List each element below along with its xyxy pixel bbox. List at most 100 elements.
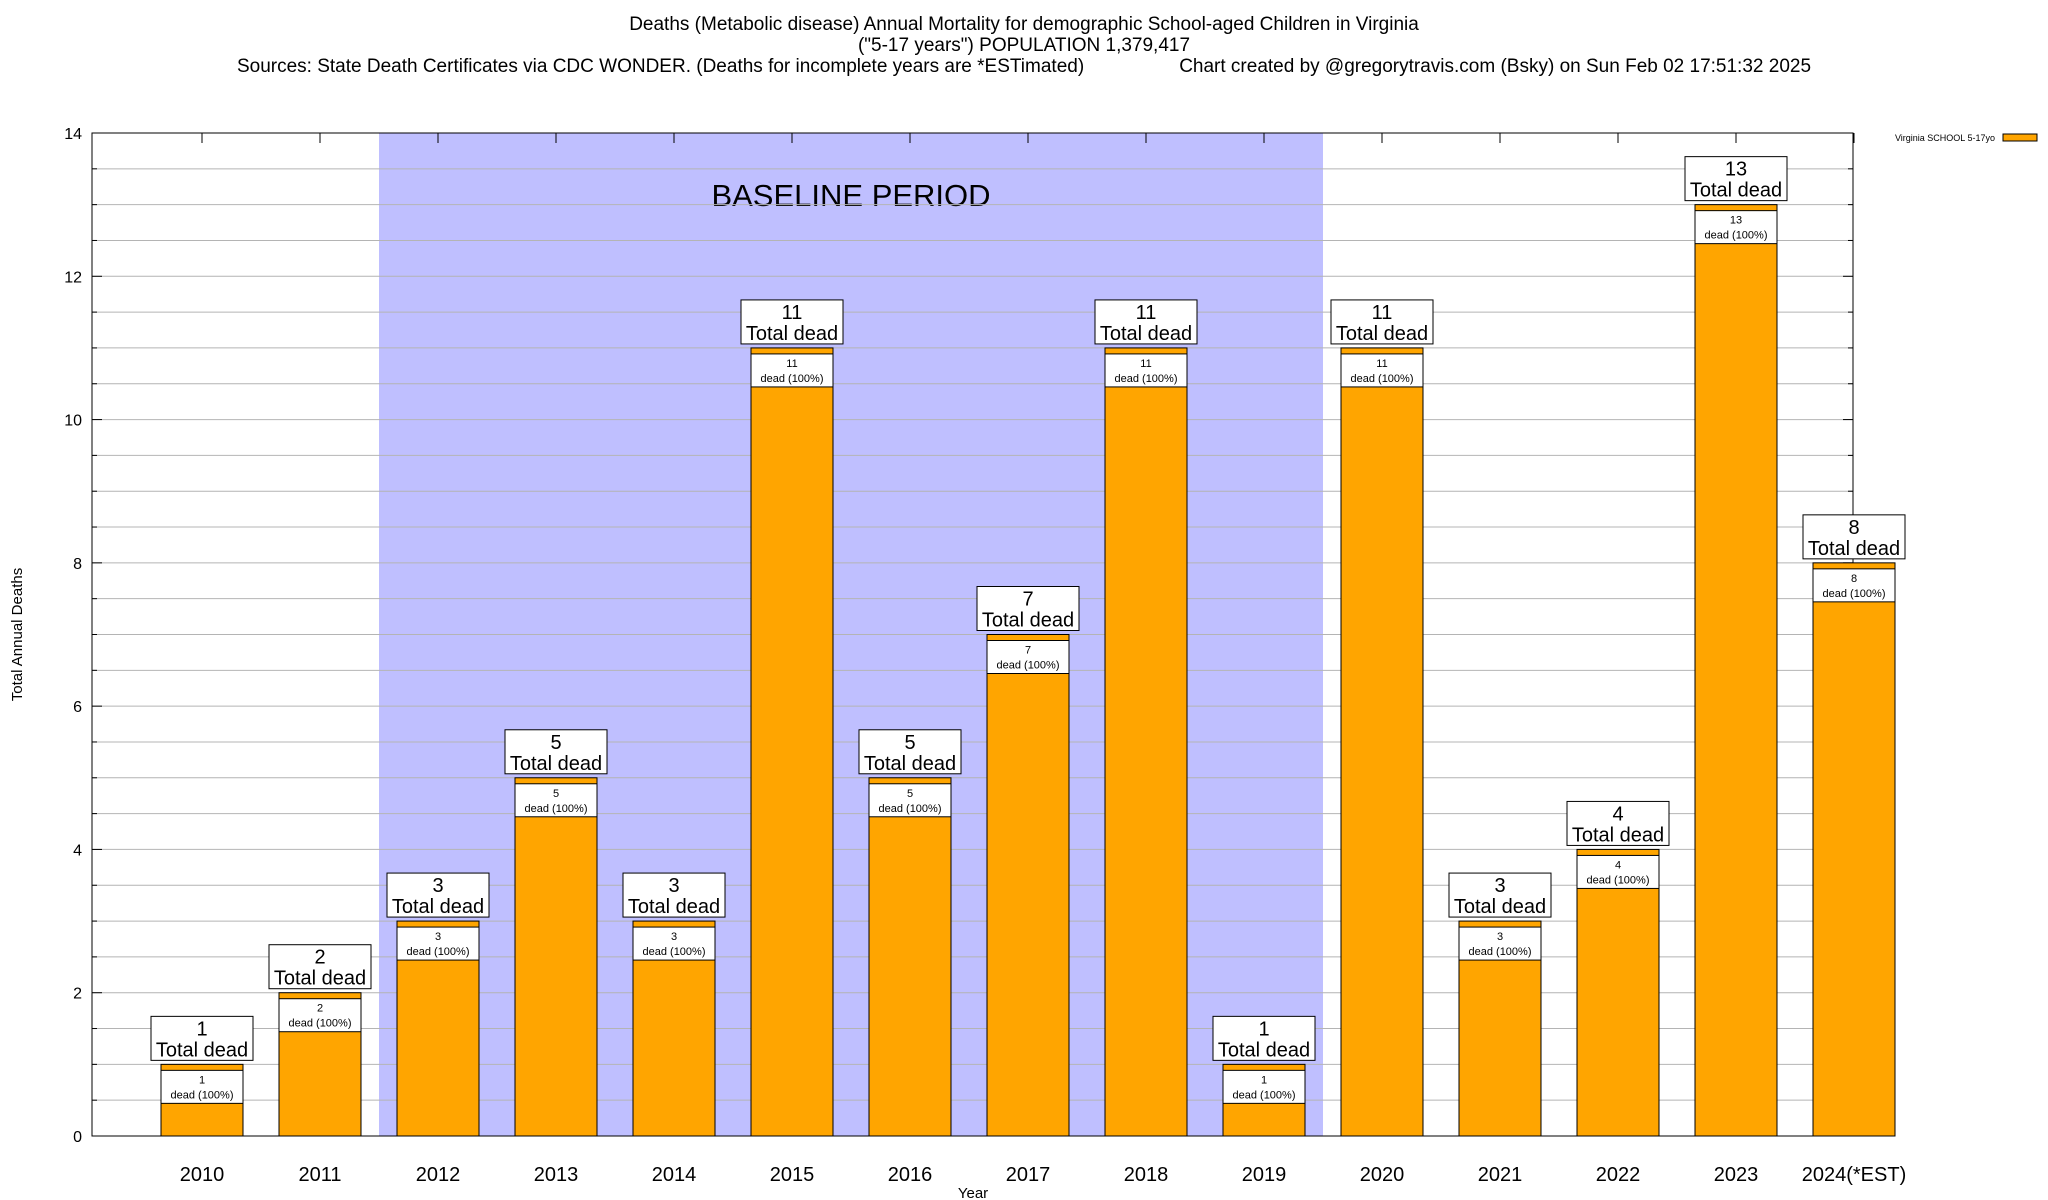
inner-label-detail: dead (100%) (171, 1089, 234, 1101)
inner-label-box (1812, 568, 1896, 603)
inner-label-detail: dead (100%) (997, 660, 1060, 672)
total-label-count: 8 (1848, 517, 1859, 539)
y-tick-label: 6 (73, 699, 82, 716)
x-axis-title: Year (958, 1185, 988, 1200)
y-axis-title: Total Annual Deaths (9, 568, 26, 701)
inner-label-box (396, 926, 480, 961)
inner-label-count: 5 (553, 788, 559, 800)
x-tick-label: 2024(*EST) (1802, 1164, 1907, 1186)
total-label-caption: Total dead (1808, 538, 1900, 560)
inner-label-box (750, 353, 834, 388)
chart-source-line: Sources: State Death Certificates via CD… (0, 56, 2048, 77)
x-tick-label: 2018 (1124, 1164, 1169, 1186)
inner-label-count: 1 (1261, 1074, 1267, 1086)
total-label-box (1684, 156, 1788, 202)
total-label-caption: Total dead (864, 753, 956, 775)
total-label-caption: Total dead (746, 323, 838, 345)
inner-label-box (1694, 210, 1778, 245)
inner-label-detail: dead (100%) (643, 946, 706, 958)
total-label-box (150, 1015, 254, 1061)
x-tick-label: 2021 (1478, 1164, 1523, 1186)
inner-label-detail: dead (100%) (1351, 373, 1414, 385)
inner-label-count: 3 (435, 931, 441, 943)
total-label-box (504, 729, 608, 775)
total-label-box (1802, 514, 1906, 560)
total-label-box (976, 586, 1080, 631)
x-tick-label: 2011 (298, 1164, 341, 1186)
total-label-count: 3 (432, 875, 443, 897)
total-label-caption: Total dead (1336, 323, 1428, 345)
x-tick-label: 2015 (770, 1164, 815, 1186)
chart-subtitle: ("5-17 years") POPULATION 1,379,417 (857, 35, 1191, 56)
y-tick-label: 2 (73, 986, 82, 1003)
total-label-caption: Total dead (982, 610, 1074, 632)
legend-swatch (2002, 133, 2038, 142)
total-label-count: 5 (550, 732, 561, 754)
bars-layer (160, 204, 1896, 1137)
total-label-count: 3 (668, 875, 679, 897)
chart-sources: Sources: State Death Certificates via CD… (236, 56, 1085, 77)
inner-label-count: 8 (1851, 573, 1857, 585)
y-tick-label: 0 (73, 1129, 82, 1146)
inner-label-box (1340, 353, 1424, 388)
total-label-caption: Total dead (628, 896, 720, 918)
y-tick-label: 10 (64, 413, 82, 430)
legend-entry-label: Virginia SCHOOL 5-17yo (1895, 133, 1995, 143)
bar-2020 (1340, 347, 1424, 1137)
x-tick-label: 2012 (416, 1164, 461, 1186)
bar-2022 (1576, 848, 1660, 1137)
inner-label-detail: dead (100%) (1823, 588, 1886, 600)
inner-label-count: 1 (199, 1074, 205, 1086)
x-tick-label: 2022 (1596, 1164, 1641, 1186)
bar-2016 (868, 777, 952, 1137)
total-label-count: 7 (1022, 589, 1033, 611)
inner-label-box (986, 640, 1070, 674)
x-tick-label: 2017 (1006, 1164, 1051, 1186)
chart-title: Deaths (Metabolic disease) Annual Mortal… (629, 14, 1419, 35)
inner-label-count: 3 (671, 931, 677, 943)
total-label-box (1094, 299, 1198, 345)
inner-label-detail: dead (100%) (1233, 1089, 1296, 1101)
total-label-count: 13 (1725, 159, 1747, 181)
total-label-count: 5 (904, 732, 915, 754)
inner-label-detail: dead (100%) (1705, 230, 1768, 242)
bar-2024(*EST) (1812, 562, 1896, 1137)
y-tick-label: 4 (73, 842, 82, 859)
total-label-box (1566, 800, 1670, 846)
inner-label-count: 5 (907, 788, 913, 800)
total-label-box (858, 729, 962, 775)
inner-label-box (278, 998, 362, 1033)
x-tick-label: 2014 (652, 1164, 697, 1186)
x-tick-label: 2023 (1714, 1164, 1759, 1186)
inner-label-detail: dead (100%) (1469, 946, 1532, 958)
total-label-box (740, 299, 844, 345)
inner-label-detail: dead (100%) (761, 373, 824, 385)
x-tick-label: 2010 (180, 1164, 225, 1186)
inner-label-detail: dead (100%) (1115, 373, 1178, 385)
inner-label-box (632, 926, 716, 961)
inner-label-count: 11 (1140, 358, 1151, 370)
inner-label-detail: dead (100%) (407, 946, 470, 958)
total-label-count: 4 (1612, 803, 1623, 825)
total-label-caption: Total dead (1454, 896, 1546, 918)
inner-label-box (514, 783, 598, 818)
inner-label-count: 11 (786, 358, 797, 370)
total-label-caption: Total dead (274, 968, 366, 990)
y-tick-label: 8 (73, 556, 82, 573)
bar-2017 (986, 634, 1070, 1137)
x-tick-label: 2020 (1360, 1164, 1405, 1186)
inner-label-box (1222, 1069, 1306, 1104)
inner-label-box (1104, 353, 1188, 388)
inner-label-detail: dead (100%) (1587, 874, 1650, 886)
bar-2018 (1104, 347, 1188, 1137)
